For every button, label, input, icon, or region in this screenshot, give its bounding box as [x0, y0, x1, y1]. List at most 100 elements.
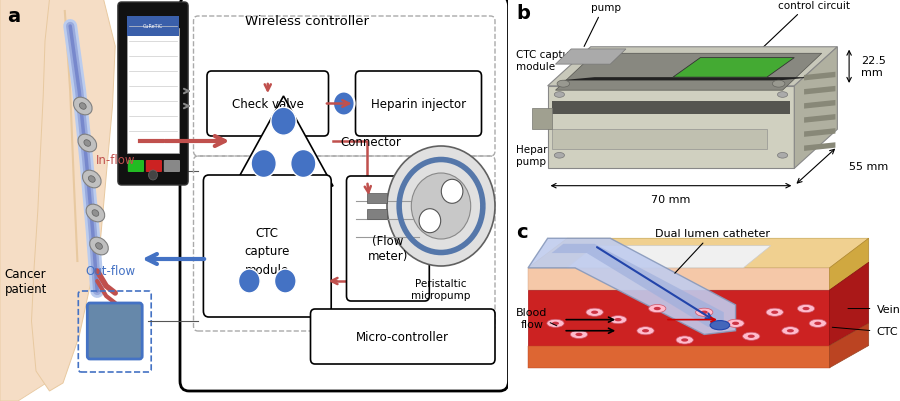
- Ellipse shape: [88, 176, 95, 183]
- FancyBboxPatch shape: [87, 303, 142, 359]
- Circle shape: [653, 307, 661, 310]
- Circle shape: [732, 322, 739, 325]
- FancyBboxPatch shape: [346, 176, 429, 301]
- Ellipse shape: [90, 237, 108, 255]
- Ellipse shape: [95, 243, 103, 250]
- Text: (Flow
meter): (Flow meter): [368, 234, 408, 262]
- Polygon shape: [830, 239, 868, 290]
- Bar: [552, 102, 790, 115]
- Text: Peristaltic
micropump: Peristaltic micropump: [411, 278, 471, 300]
- Circle shape: [766, 308, 783, 316]
- Circle shape: [148, 170, 157, 180]
- Text: Heparin
pump: Heparin pump: [517, 139, 557, 167]
- Bar: [552, 130, 767, 150]
- FancyBboxPatch shape: [180, 0, 508, 391]
- Ellipse shape: [79, 103, 86, 110]
- Polygon shape: [234, 97, 333, 186]
- Polygon shape: [795, 48, 837, 169]
- Circle shape: [586, 308, 603, 316]
- Polygon shape: [804, 129, 835, 138]
- Polygon shape: [547, 87, 795, 169]
- Circle shape: [814, 322, 822, 325]
- Circle shape: [710, 321, 730, 330]
- Circle shape: [411, 174, 471, 239]
- FancyBboxPatch shape: [164, 160, 180, 172]
- Text: a: a: [7, 7, 21, 26]
- Text: In-flow: In-flow: [95, 154, 135, 166]
- Circle shape: [387, 147, 495, 266]
- Circle shape: [637, 327, 654, 335]
- Circle shape: [742, 332, 760, 340]
- Text: Dual lumen catheter: Dual lumen catheter: [654, 229, 770, 273]
- Bar: [532, 108, 552, 130]
- Polygon shape: [528, 346, 830, 368]
- FancyBboxPatch shape: [356, 72, 482, 137]
- FancyBboxPatch shape: [207, 72, 328, 137]
- FancyBboxPatch shape: [310, 309, 495, 364]
- Text: Micro-controller: Micro-controller: [356, 331, 449, 344]
- Circle shape: [274, 269, 296, 293]
- Text: Vein: Vein: [877, 304, 900, 314]
- Circle shape: [701, 311, 707, 314]
- Polygon shape: [528, 239, 735, 334]
- Polygon shape: [555, 54, 822, 91]
- Text: CTC: CTC: [877, 326, 898, 336]
- Circle shape: [809, 320, 826, 328]
- Polygon shape: [560, 78, 814, 81]
- Polygon shape: [804, 143, 835, 152]
- Polygon shape: [673, 59, 795, 78]
- Circle shape: [778, 153, 788, 159]
- Circle shape: [552, 322, 559, 325]
- Circle shape: [591, 311, 599, 314]
- Circle shape: [251, 150, 276, 178]
- Text: c: c: [517, 222, 528, 241]
- Ellipse shape: [92, 210, 99, 217]
- Bar: [367, 209, 387, 219]
- Circle shape: [333, 92, 355, 116]
- Circle shape: [771, 311, 778, 314]
- Polygon shape: [0, 0, 108, 401]
- Circle shape: [554, 153, 564, 159]
- Polygon shape: [528, 290, 830, 346]
- FancyBboxPatch shape: [146, 160, 162, 172]
- Polygon shape: [804, 73, 835, 81]
- Text: CTC
capture
module: CTC capture module: [245, 227, 290, 276]
- Circle shape: [782, 327, 799, 335]
- Bar: [127, 29, 179, 154]
- FancyBboxPatch shape: [118, 3, 188, 186]
- Circle shape: [615, 318, 622, 322]
- Text: b: b: [517, 4, 530, 23]
- Circle shape: [419, 209, 441, 233]
- Circle shape: [642, 329, 649, 332]
- FancyBboxPatch shape: [128, 160, 144, 172]
- Text: Wireless controller: Wireless controller: [245, 15, 369, 28]
- Circle shape: [681, 338, 688, 342]
- FancyBboxPatch shape: [203, 176, 331, 317]
- Text: 70 mm: 70 mm: [652, 195, 690, 205]
- Text: Peristaltic
pump: Peristaltic pump: [580, 0, 632, 47]
- Text: 55 mm: 55 mm: [849, 162, 888, 172]
- Text: Cancer
patient: Cancer patient: [4, 267, 47, 295]
- Polygon shape: [528, 268, 830, 290]
- Ellipse shape: [84, 140, 91, 147]
- Text: Heparin injector: Heparin injector: [371, 98, 466, 111]
- Circle shape: [696, 308, 713, 316]
- Circle shape: [557, 81, 570, 88]
- Circle shape: [803, 307, 810, 310]
- Text: Check valve: Check valve: [232, 98, 303, 111]
- Circle shape: [676, 336, 693, 344]
- Polygon shape: [804, 101, 835, 109]
- Polygon shape: [555, 50, 625, 65]
- Text: Connector: Connector: [340, 135, 401, 148]
- Circle shape: [748, 335, 755, 338]
- Polygon shape: [32, 0, 115, 391]
- Polygon shape: [552, 244, 724, 327]
- Ellipse shape: [86, 205, 104, 222]
- Ellipse shape: [74, 98, 92, 115]
- Circle shape: [547, 320, 564, 328]
- Circle shape: [575, 333, 582, 336]
- Polygon shape: [804, 115, 835, 124]
- Text: Blood
flow: Blood flow: [517, 307, 548, 329]
- Circle shape: [571, 330, 588, 339]
- Polygon shape: [830, 324, 868, 368]
